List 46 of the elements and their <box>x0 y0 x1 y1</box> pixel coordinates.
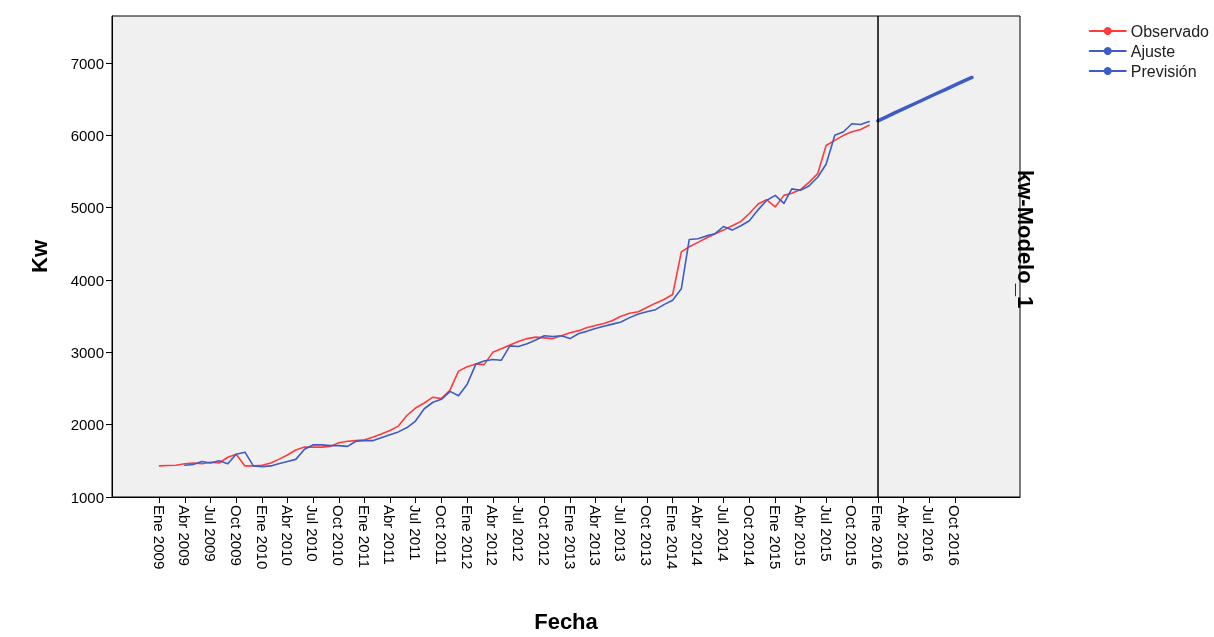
x-tick-label: Abr 2009 <box>176 505 194 566</box>
y-tick-label: 5000 <box>70 199 104 217</box>
x-axis-title: Fecha <box>534 608 599 634</box>
legend-label: Observado <box>1130 22 1210 40</box>
x-tick-label: Abr 2016 <box>894 505 912 566</box>
x-tick-label: Jul 2015 <box>817 505 835 562</box>
x-tick-label: Oct 2010 <box>330 505 348 566</box>
x-tick-label: Oct 2016 <box>946 505 964 566</box>
x-tick-label: Oct 2012 <box>535 505 553 566</box>
x-tick-label: Oct 2015 <box>843 505 861 566</box>
y-tick-label: 3000 <box>70 343 104 361</box>
y-tick-label: 4000 <box>70 271 104 289</box>
x-tick-label: Ene 2013 <box>561 505 579 570</box>
x-tick-label: Ene 2009 <box>150 505 168 570</box>
x-tick-label: Ene 2010 <box>253 505 271 570</box>
x-tick-label: Abr 2015 <box>792 505 810 566</box>
x-tick-label: Ene 2016 <box>869 505 887 570</box>
x-tick-label: Jul 2009 <box>201 505 219 562</box>
x-tick-label: Oct 2011 <box>432 505 450 565</box>
x-tick-label: Oct 2013 <box>638 505 656 566</box>
x-tick-label: Oct 2014 <box>740 505 758 566</box>
x-tick-label: Abr 2012 <box>484 505 502 566</box>
x-tick-label: Abr 2011 <box>381 505 399 565</box>
y-tick-label: 7000 <box>70 54 104 72</box>
y-tick-label: 1000 <box>70 488 104 506</box>
x-tick-label: Ene 2012 <box>458 505 476 570</box>
x-tick-label: Jul 2011 <box>407 505 425 561</box>
x-tick-label: Jul 2014 <box>715 505 733 562</box>
y-tick-label: 6000 <box>70 126 104 144</box>
x-tick-label: Jul 2012 <box>509 505 527 562</box>
x-tick-label: Ene 2011 <box>356 505 374 569</box>
x-tick-label: Oct 2009 <box>227 505 245 566</box>
y-tick-label: 2000 <box>70 416 104 434</box>
x-tick-label: Jul 2010 <box>304 505 322 562</box>
line-series <box>876 75 974 123</box>
x-tick-label: Jul 2016 <box>920 505 938 562</box>
annotation: kw-Modelo_1 <box>1012 170 1038 309</box>
x-tick-label: Ene 2014 <box>664 505 682 570</box>
legend-label: Previsión <box>1130 62 1197 80</box>
legend-label: Ajuste <box>1130 42 1176 60</box>
y-axis-title: Kw <box>26 239 52 273</box>
x-tick-label: Abr 2014 <box>689 505 707 566</box>
x-tick-label: Abr 2010 <box>278 505 296 566</box>
x-tick-label: Jul 2013 <box>612 505 630 562</box>
x-tick-label: Ene 2015 <box>766 505 784 570</box>
x-tick-label: Abr 2013 <box>586 505 604 566</box>
